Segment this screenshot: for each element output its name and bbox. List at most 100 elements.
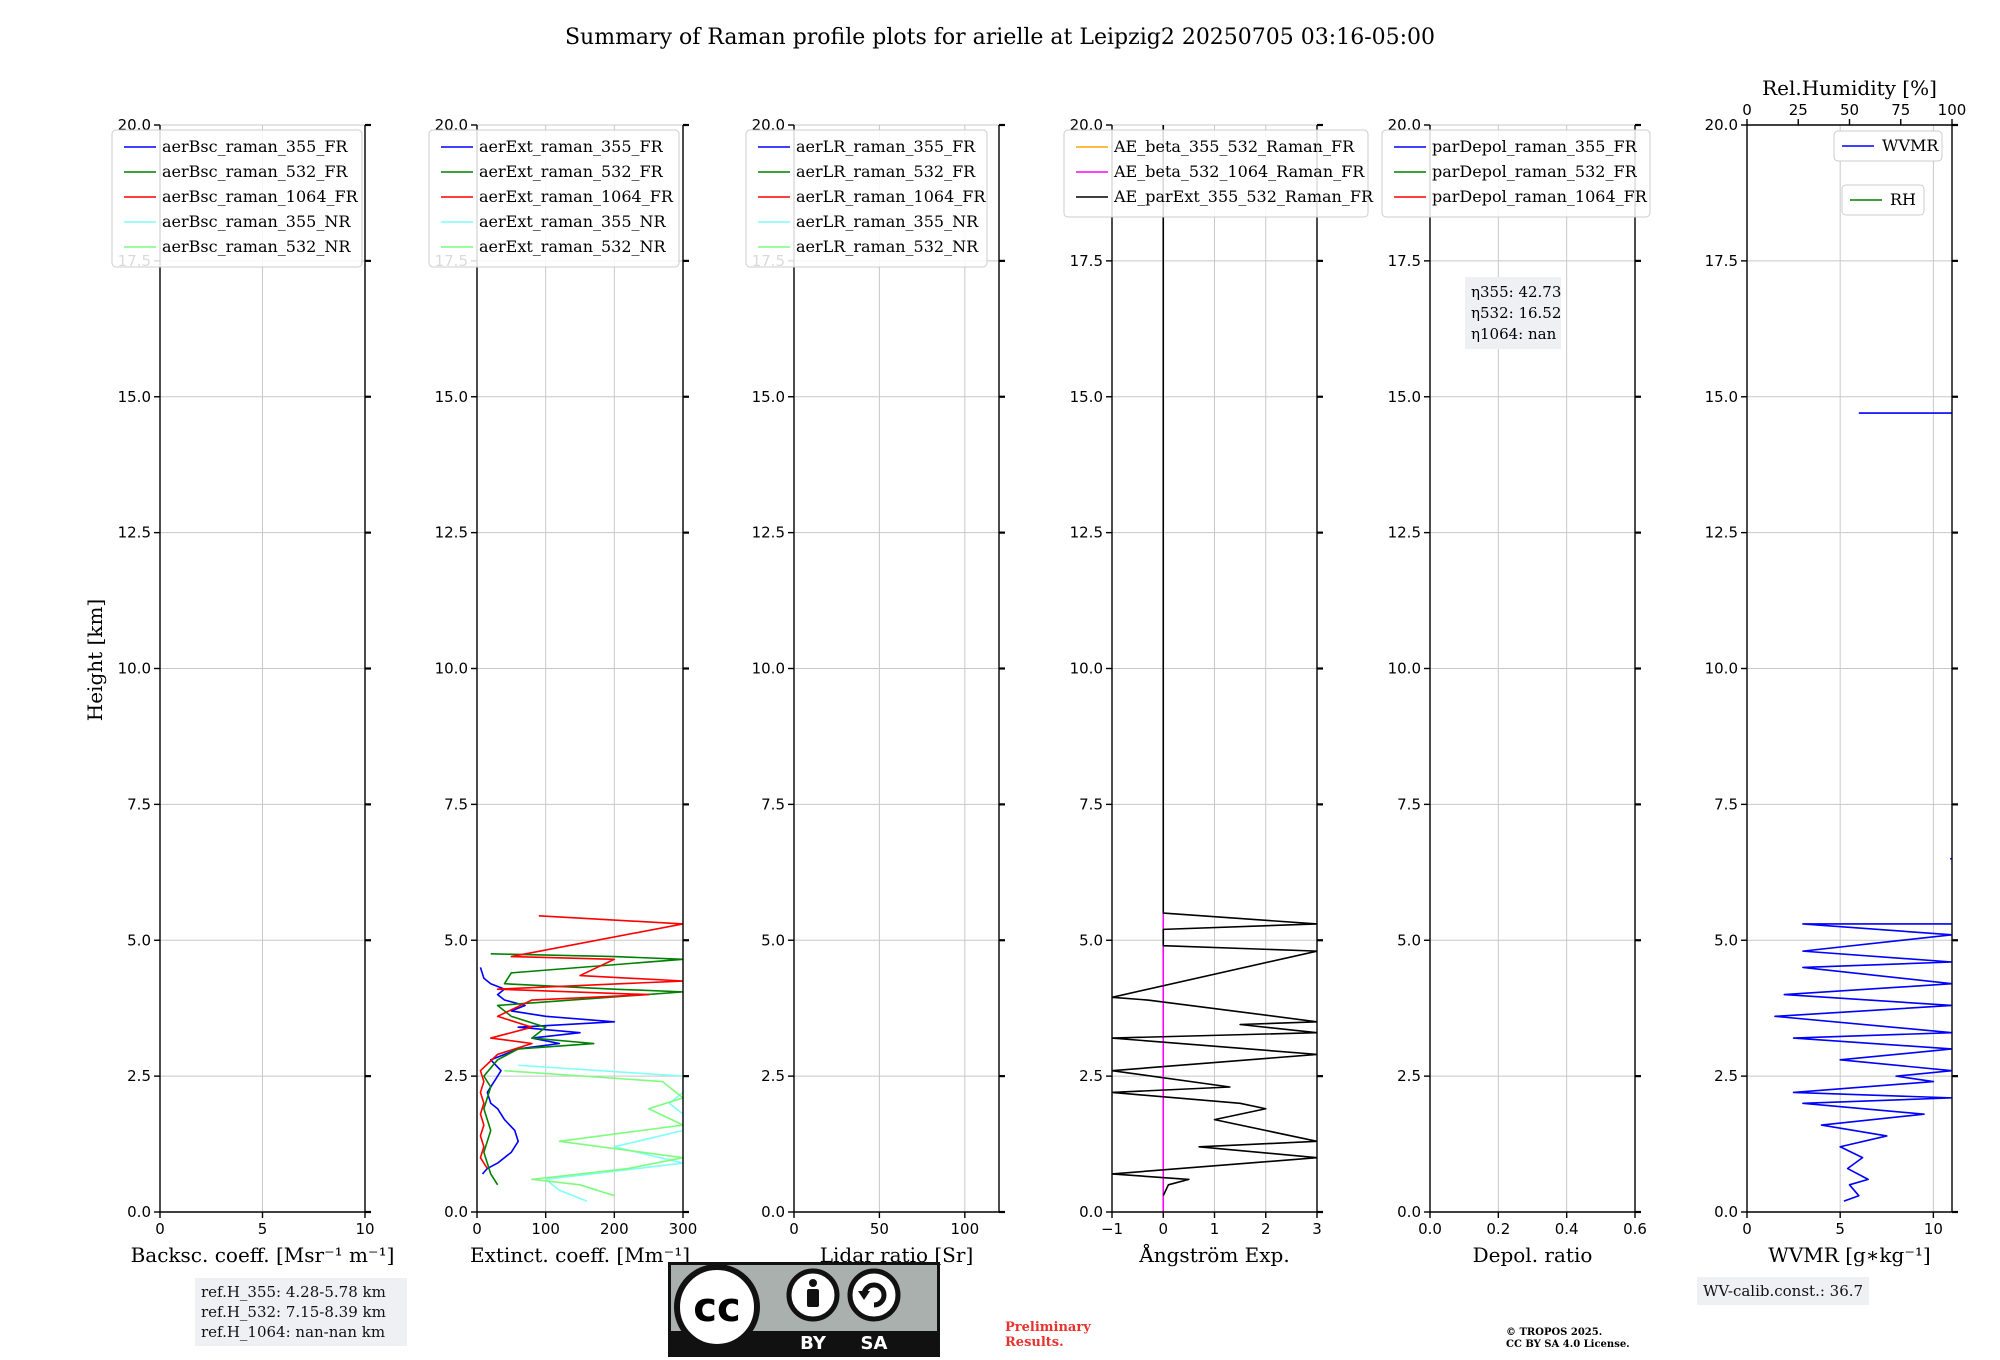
legend-entry: aerLR_raman_355_FR bbox=[796, 137, 976, 156]
x-tick-label: 50 bbox=[870, 1220, 889, 1238]
legend: aerLR_raman_355_FR aerLR_raman_532_FR aerL… bbox=[745, 129, 988, 268]
cc-license-badge: cc BY SA bbox=[668, 1262, 940, 1357]
legend-entry: aerBsc_raman_532_NR bbox=[162, 237, 351, 256]
top-x-tick-label: 50 bbox=[1840, 101, 1859, 119]
y-tick-label: 0.0 bbox=[1079, 1203, 1103, 1221]
panel-lr: 0.02.55.07.510.012.515.017.520.0050100Li… bbox=[745, 116, 1005, 1267]
x-tick-label: 0 bbox=[789, 1220, 799, 1238]
y-tick-label: 5.0 bbox=[1079, 931, 1103, 949]
y-tick-label: 10.0 bbox=[1388, 660, 1421, 678]
legend-entry: aerExt_raman_355_FR bbox=[479, 137, 664, 156]
y-tick-label: 10.0 bbox=[435, 660, 468, 678]
x-tick-label: 10 bbox=[1924, 1220, 1943, 1238]
x-tick-label: 200 bbox=[600, 1220, 629, 1238]
y-tick-label: 0.0 bbox=[1714, 1203, 1738, 1221]
x-axis-label: Backsc. coeff. [Msr⁻¹ m⁻¹] bbox=[131, 1243, 395, 1267]
top-x-tick-label: 0 bbox=[1742, 101, 1752, 119]
y-tick-label: 10.0 bbox=[752, 660, 785, 678]
y-tick-label: 10.0 bbox=[1070, 660, 1103, 678]
x-axis-label: Depol. ratio bbox=[1473, 1243, 1593, 1267]
legend-entry: AE_beta_532_1064_Raman_FR bbox=[1113, 162, 1365, 181]
cc-logo-icon bbox=[674, 1264, 760, 1350]
x-axis-label: Extinct. coeff. [Mm⁻¹] bbox=[470, 1243, 690, 1267]
eta-line: η532: 16.52 bbox=[1471, 304, 1561, 322]
panel-ae: 0.02.55.07.510.012.515.017.520.0−1 0 1 2 3Ån… bbox=[1063, 116, 1374, 1267]
y-tick-label: 0.0 bbox=[1397, 1203, 1421, 1221]
legend-entry: aerLR_raman_532_NR bbox=[796, 237, 979, 256]
y-tick-label: 12.5 bbox=[1705, 524, 1738, 542]
y-tick-label: 5.0 bbox=[1397, 931, 1421, 949]
series-line-aerExt_raman_355_FR bbox=[479, 967, 616, 1175]
copyright-line-1: © TROPOS 2025. bbox=[1506, 1327, 1603, 1338]
legend-RH: RH bbox=[1841, 184, 1925, 216]
y-tick-label: 5.0 bbox=[1714, 931, 1738, 949]
y-tick-label: 15.0 bbox=[752, 388, 785, 406]
legend-entry: parDepol_raman_1064_FR bbox=[1432, 187, 1648, 206]
preliminary-line-1: Preliminary bbox=[1005, 1320, 1091, 1335]
y-tick-label: 2.5 bbox=[444, 1067, 468, 1085]
sa-label: SA bbox=[861, 1333, 888, 1354]
x-tick-label: 0.2 bbox=[1486, 1220, 1510, 1238]
y-tick-label: 7.5 bbox=[1079, 795, 1103, 813]
legend: parDepol_raman_355_FR parDepol_raman_532_… bbox=[1381, 129, 1651, 218]
y-tick-label: 7.5 bbox=[444, 795, 468, 813]
copyright-note: © TROPOS 2025. CC BY SA 4.0 License. bbox=[1506, 1327, 1630, 1351]
wv-calibration-text: WV-calib.const.: 36.7 bbox=[1703, 1282, 1864, 1300]
legend-entry: aerExt_raman_532_FR bbox=[479, 162, 664, 181]
x-tick-label: −1 bbox=[1101, 1220, 1123, 1238]
y-tick-label: 7.5 bbox=[127, 795, 151, 813]
y-tick-label: 7.5 bbox=[1714, 795, 1738, 813]
panels: 0.02.55.07.510.012.515.017.520.00510Back… bbox=[111, 76, 1967, 1267]
legend: aerExt_raman_355_FR aerExt_raman_532_FRae… bbox=[428, 129, 680, 268]
x-tick-label: 10 bbox=[355, 1220, 374, 1238]
figure-title: Summary of Raman profile plots for ariel… bbox=[565, 25, 1435, 50]
y-tick-label: 12.5 bbox=[1070, 524, 1103, 542]
y-tick-label: 7.5 bbox=[761, 795, 785, 813]
series-line-aerExt_raman_1064_FR bbox=[479, 914, 683, 1169]
legend-entry: RH bbox=[1890, 190, 1916, 209]
x-tick-label: 5 bbox=[258, 1220, 268, 1238]
legend-entry: AE_beta_355_532_Raman_FR bbox=[1113, 137, 1355, 156]
y-tick-label: 12.5 bbox=[118, 524, 151, 542]
copyright-line-2: CC BY SA 4.0 License. bbox=[1506, 1339, 1630, 1350]
legend-entry: aerExt_raman_355_NR bbox=[479, 212, 667, 231]
legend-entry: AE_parExt_355_532_Raman_FR bbox=[1113, 187, 1374, 206]
x-tick-label: 100 bbox=[951, 1220, 980, 1238]
y-tick-label: 17.5 bbox=[1070, 252, 1103, 270]
x-tick-label: 0.6 bbox=[1623, 1220, 1647, 1238]
by-label: BY bbox=[800, 1333, 827, 1354]
refh-355: ref.H_355: 4.28-5.78 km bbox=[201, 1283, 386, 1301]
share-alike-icon bbox=[847, 1268, 901, 1322]
y-tick-label: 12.5 bbox=[1388, 524, 1421, 542]
y-tick-label: 20.0 bbox=[1705, 116, 1738, 134]
y-tick-label: 2.5 bbox=[127, 1067, 151, 1085]
y-tick-label: 5.0 bbox=[127, 931, 151, 949]
x-tick-label: 0 bbox=[155, 1220, 165, 1238]
y-tick-label: 2.5 bbox=[1714, 1067, 1738, 1085]
series-line-AE_parExt_355_532_Raman_FR bbox=[1112, 125, 1317, 1197]
y-tick-label: 15.0 bbox=[1705, 388, 1738, 406]
top-x-axis-label: Rel.Humidity [%] bbox=[1762, 76, 1937, 100]
reference-height-box: ref.H_355: 4.28-5.78 km ref.H_532: 7.15-… bbox=[195, 1278, 407, 1346]
x-tick-label: 5 bbox=[1835, 1220, 1845, 1238]
y-tick-label: 2.5 bbox=[1079, 1067, 1103, 1085]
x-tick-label: 2 bbox=[1261, 1220, 1271, 1238]
wv-calibration-box: WV-calib.const.: 36.7 bbox=[1697, 1277, 1870, 1305]
legend-entry: aerBsc_raman_355_FR bbox=[162, 137, 348, 156]
legend-WVMR: WVMR bbox=[1833, 130, 1943, 162]
eta-line: η1064: nan bbox=[1471, 325, 1557, 343]
preliminary-note: Preliminary Results. bbox=[1005, 1320, 1091, 1350]
panel-wv: 0.02.55.07.510.012.515.017.520.00 5 10WVMR… bbox=[1705, 76, 1967, 1267]
top-x-tick-label: 75 bbox=[1891, 101, 1910, 119]
legend: AE_beta_355_532_Raman_FR AE_beta_532_1064… bbox=[1063, 129, 1374, 218]
y-tick-label: 0.0 bbox=[127, 1203, 151, 1221]
top-x-tick-label: 100 bbox=[1938, 101, 1967, 119]
y-tick-label: 7.5 bbox=[1397, 795, 1421, 813]
y-axis-label: Height [km] bbox=[83, 599, 107, 721]
panel-ext: 0.02.55.07.510.012.515.017.520.001002003… bbox=[428, 116, 697, 1267]
legend-entry: parDepol_raman_532_FR bbox=[1432, 162, 1638, 181]
x-tick-label: 0 bbox=[472, 1220, 482, 1238]
y-tick-label: 2.5 bbox=[1397, 1067, 1421, 1085]
refh-1064: ref.H_1064: nan-nan km bbox=[201, 1323, 386, 1341]
legend-entry: aerBsc_raman_532_FR bbox=[162, 162, 348, 181]
